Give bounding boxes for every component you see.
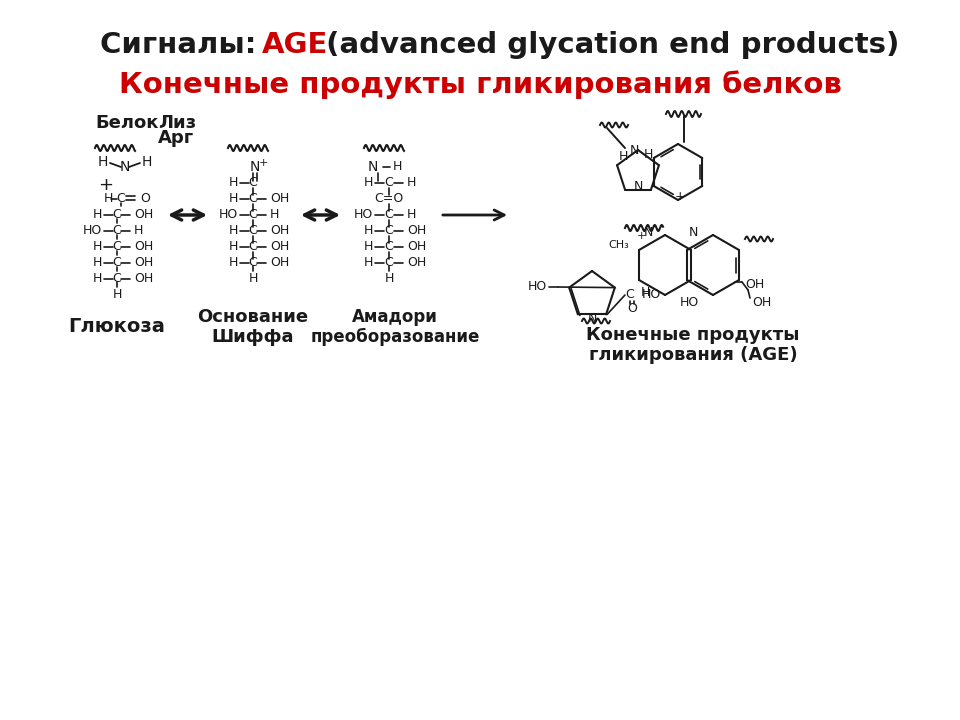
Text: H: H [641, 287, 650, 300]
Text: C: C [249, 176, 257, 189]
Text: +: + [98, 176, 113, 194]
Text: H: H [104, 192, 113, 205]
Text: C: C [116, 192, 126, 205]
Text: O: O [140, 192, 150, 205]
Text: HO: HO [680, 295, 699, 308]
Text: OH: OH [745, 279, 764, 292]
Text: H: H [384, 272, 394, 286]
Text: OH: OH [270, 225, 289, 238]
Text: Арг: Арг [158, 129, 194, 147]
Text: H: H [92, 272, 102, 286]
Text: OH: OH [134, 256, 154, 269]
Text: O: O [627, 302, 636, 315]
Text: H: H [407, 209, 417, 222]
Text: Глюкоза: Глюкоза [68, 318, 165, 336]
Text: H: H [228, 176, 238, 189]
Text: +: + [675, 189, 685, 202]
Text: N: N [643, 225, 653, 238]
Text: H: H [92, 209, 102, 222]
Text: HO: HO [528, 281, 547, 294]
Text: C: C [385, 176, 394, 189]
Text: Конечные продукты
гликирования (AGE): Конечные продукты гликирования (AGE) [587, 325, 800, 364]
Text: H: H [364, 240, 373, 253]
Text: C: C [385, 256, 394, 269]
Text: H: H [228, 225, 238, 238]
Text: H: H [364, 176, 373, 189]
Text: +: + [258, 158, 268, 168]
Text: AGE: AGE [262, 31, 328, 59]
Text: OH: OH [407, 225, 426, 238]
Text: C: C [112, 240, 121, 253]
Text: HO: HO [641, 289, 661, 302]
Text: OH: OH [134, 272, 154, 286]
Text: OH: OH [270, 240, 289, 253]
Text: Конечные продукты гликирования белков: Конечные продукты гликирования белков [119, 71, 841, 99]
Text: HO: HO [83, 225, 102, 238]
Text: H: H [112, 289, 122, 302]
Text: H: H [364, 256, 373, 269]
Text: N: N [688, 225, 698, 238]
Text: H: H [228, 192, 238, 205]
Text: Белок: Белок [95, 114, 158, 132]
Text: H: H [249, 272, 257, 286]
Text: OH: OH [270, 256, 289, 269]
Text: OH: OH [752, 295, 771, 308]
Text: N: N [588, 312, 597, 325]
Text: C: C [385, 225, 394, 238]
Text: C: C [249, 192, 257, 205]
Text: H: H [270, 209, 279, 222]
Text: C=O: C=O [374, 192, 403, 205]
Text: N: N [634, 181, 642, 194]
Text: H: H [393, 161, 402, 174]
Text: C: C [112, 225, 121, 238]
Text: H: H [643, 148, 653, 161]
Text: OH: OH [270, 192, 289, 205]
Text: N: N [120, 160, 131, 174]
Text: Лиз: Лиз [158, 114, 196, 132]
Text: Сигналы:: Сигналы: [100, 31, 267, 59]
Text: H: H [364, 225, 373, 238]
Text: C: C [249, 240, 257, 253]
Text: H: H [228, 240, 238, 253]
Text: OH: OH [407, 240, 426, 253]
Text: H: H [92, 256, 102, 269]
Text: H: H [134, 225, 143, 238]
Text: H: H [618, 150, 628, 163]
Text: HO: HO [353, 209, 373, 222]
Text: C: C [249, 256, 257, 269]
Text: H: H [228, 256, 238, 269]
Text: OH: OH [134, 209, 154, 222]
Text: H: H [407, 176, 417, 189]
Text: C: C [385, 209, 394, 222]
Text: OH: OH [134, 240, 154, 253]
Text: C: C [626, 289, 635, 302]
Text: C: C [112, 256, 121, 269]
Text: (advanced glycation end products): (advanced glycation end products) [316, 31, 900, 59]
Text: H: H [142, 155, 153, 169]
Text: C: C [249, 209, 257, 222]
Text: HO: HO [219, 209, 238, 222]
Text: N: N [368, 160, 378, 174]
Text: N: N [250, 160, 260, 174]
Text: H: H [92, 240, 102, 253]
Text: H: H [98, 155, 108, 169]
Text: Амадори
преоборазование: Амадори преоборазование [310, 307, 480, 346]
Text: C: C [385, 240, 394, 253]
Text: +: + [636, 231, 646, 241]
Text: CH₃: CH₃ [609, 240, 629, 250]
Text: C: C [112, 209, 121, 222]
Text: N: N [630, 143, 638, 156]
Text: OH: OH [407, 256, 426, 269]
Text: C: C [112, 272, 121, 286]
Text: C: C [249, 225, 257, 238]
Text: Основание
Шиффа: Основание Шиффа [198, 307, 308, 346]
